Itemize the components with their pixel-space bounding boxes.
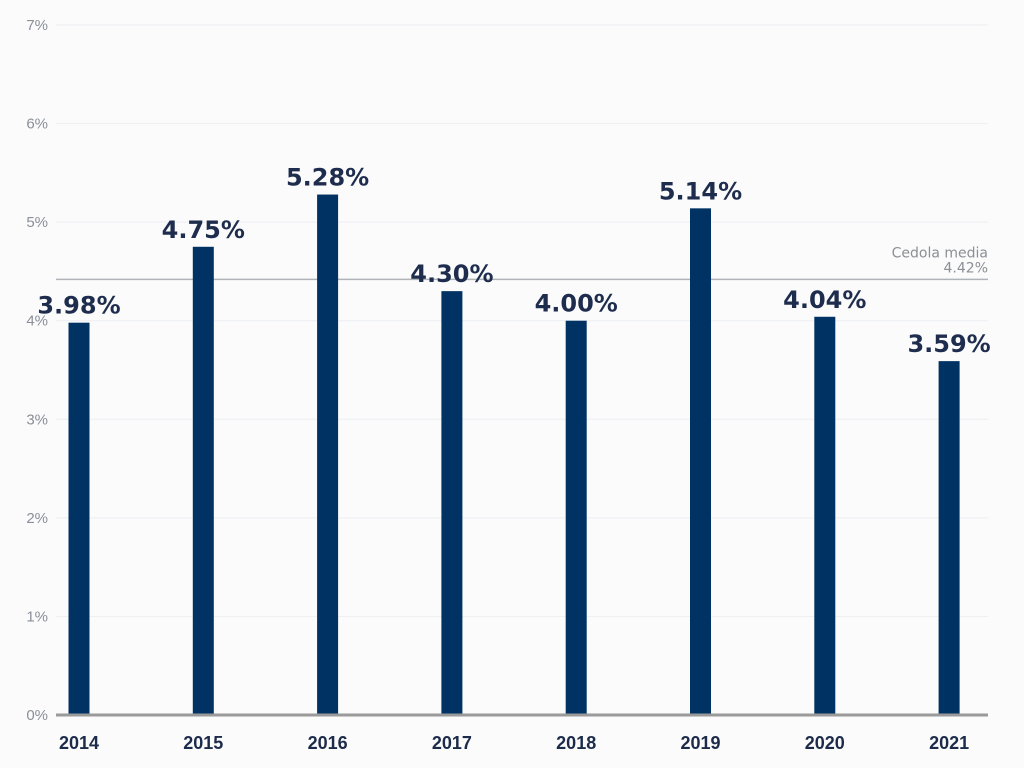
x-tick-label-2021: 2021 <box>929 733 969 753</box>
data-label-2021: 3.59% <box>907 330 990 358</box>
x-tick-label-2016: 2016 <box>308 733 348 753</box>
x-tick-label-2019: 2019 <box>680 733 720 753</box>
data-labels: 3.98% 4.75% 5.28% 4.30% 4.00% 5.14% 4.04% 3.59% <box>37 164 990 359</box>
average-coupon-value: 4.42% <box>944 260 988 276</box>
bar-2016 <box>317 194 339 716</box>
bar-2014 <box>68 322 90 715</box>
y-tick-label: 7% <box>26 17 48 34</box>
data-label-2015: 4.75% <box>162 216 245 244</box>
data-label-2017: 4.30% <box>410 260 493 288</box>
average-coupon-label: Cedola media <box>892 245 988 261</box>
bar-2015 <box>192 246 214 716</box>
x-tick-label-2020: 2020 <box>805 733 845 753</box>
y-tick-label: 3% <box>26 411 48 428</box>
x-tick-label-2018: 2018 <box>556 733 596 753</box>
bar-2017 <box>441 291 463 715</box>
bar-2020 <box>814 316 836 715</box>
y-tick-label: 1% <box>26 608 48 625</box>
x-axis-ticks: 2014 2015 2016 2017 2018 2019 2020 2021 <box>59 733 969 753</box>
data-label-2016: 5.28% <box>286 164 369 192</box>
y-tick-label: 2% <box>26 510 48 527</box>
data-label-2018: 4.00% <box>535 290 618 318</box>
bar-2021 <box>938 361 960 715</box>
data-label-2020: 4.04% <box>783 286 866 314</box>
bar-2018 <box>565 320 587 715</box>
y-tick-label: 4% <box>26 313 48 330</box>
y-tick-label: 0% <box>26 707 48 724</box>
bar-2019 <box>690 208 711 716</box>
bars <box>68 194 960 716</box>
x-tick-label-2014: 2014 <box>59 733 99 753</box>
y-axis-ticks: 0% 1% 2% 3% 4% 5% 6% 7% <box>26 17 48 724</box>
data-label-2014: 3.98% <box>37 292 120 320</box>
data-label-2019: 5.14% <box>659 177 742 205</box>
y-tick-label: 6% <box>26 116 48 133</box>
y-tick-label: 5% <box>26 214 48 231</box>
x-tick-label-2015: 2015 <box>183 733 223 753</box>
x-tick-label-2017: 2017 <box>432 733 472 753</box>
